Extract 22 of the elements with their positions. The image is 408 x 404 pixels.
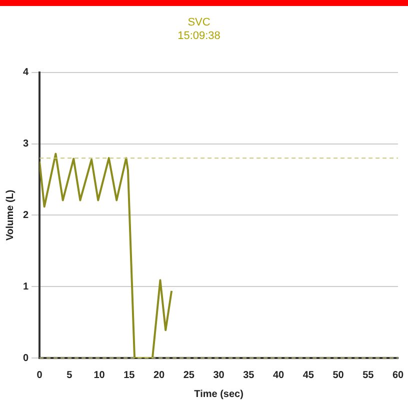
chart-title: SVC [188, 16, 210, 29]
x-tick-label: 55 [362, 370, 374, 381]
y-tick-label: 0 [23, 352, 29, 364]
x-tick-label: 45 [302, 370, 314, 381]
x-tick-label: 20 [153, 370, 166, 381]
y-axis-title: Volume (L) [4, 190, 16, 241]
x-axis-title: Time (sec) [194, 388, 244, 400]
y-tick-label: 2 [23, 210, 29, 221]
x-tick-label: 5 [66, 370, 73, 381]
x-tick-label: 0 [36, 370, 43, 381]
y-tick-label: 3 [23, 138, 29, 150]
x-tick-label: 35 [243, 370, 255, 381]
x-tick-label: 30 [213, 370, 225, 381]
chart-subtitle: 15:09:38 [178, 30, 220, 42]
x-tick-label: 40 [272, 370, 285, 381]
y-tick-label: 1 [23, 281, 29, 292]
x-tick-label: 60 [392, 370, 404, 381]
x-tick-label: 25 [183, 370, 195, 381]
x-tick-label: 50 [332, 370, 344, 381]
x-tick-label: 15 [124, 370, 136, 381]
x-tick-label: 10 [94, 370, 106, 381]
y-tick-label: 4 [23, 67, 29, 78]
